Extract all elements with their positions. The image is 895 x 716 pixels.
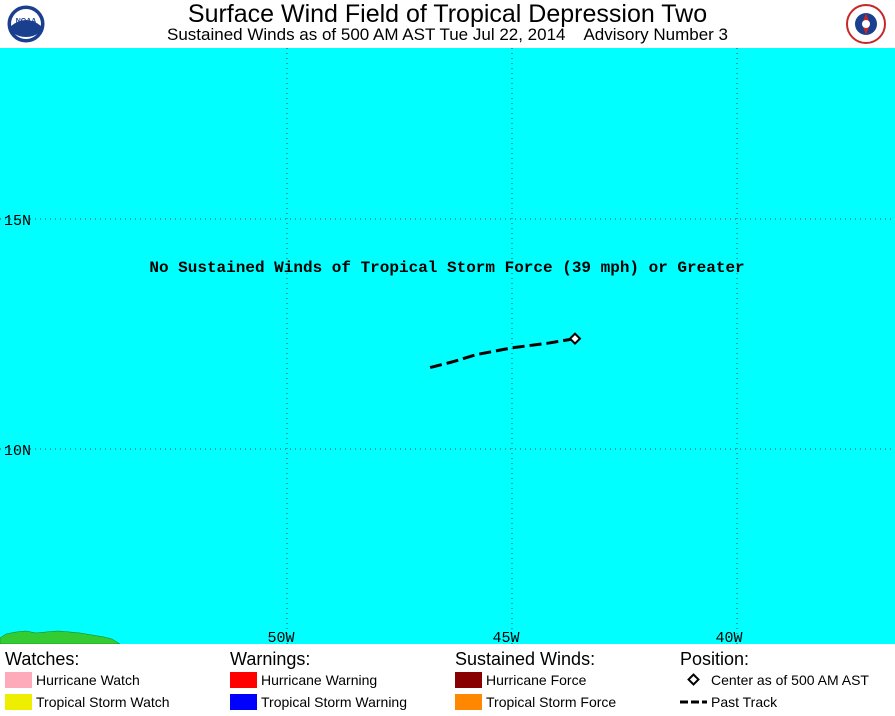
storm-center-marker [568,332,582,345]
no-winds-message: No Sustained Winds of Tropical Storm For… [149,259,744,277]
legend-hurricane-watch: Hurricane Watch [36,672,140,688]
legend-warnings-heading: Warnings: [230,649,311,669]
swatch-tropical-storm-force [455,694,482,710]
swatch-hurricane-warning [230,672,257,688]
diamond-icon [687,673,700,686]
ocean-area [0,48,895,644]
swatch-hurricane-force [455,672,482,688]
legend-tropical-storm-force: Tropical Storm Force [486,694,617,710]
legend-past-track: Past Track [711,694,778,710]
map-legend: Watches: Hurricane Watch Tropical Storm … [0,644,895,716]
land-lesser-antilles [0,630,121,644]
dashed-line-icon [680,700,707,704]
legend-position-heading: Position: [680,649,750,669]
swatch-tropical-storm-watch [5,694,32,710]
legend-hurricane-force: Hurricane Force [486,672,587,688]
nws-logo [846,4,886,44]
legend-tropical-storm-watch: Tropical Storm Watch [36,694,170,710]
page-subtitle: Sustained Winds as of 500 AM AST Tue Jul… [167,25,728,44]
lon-label-45w: 45W [492,630,519,644]
legend-center: Center as of 500 AM AST [711,672,869,688]
lon-label-50w: 50W [267,630,294,644]
graticule [0,48,895,644]
map-header: NOAA Surface Wind Field of Tropical Depr… [0,0,895,48]
lon-label-40w: 40W [715,630,742,644]
legend-tropical-storm-warning: Tropical Storm Warning [261,694,408,710]
lat-label-15n: 15N [4,213,31,230]
page-title: Surface Wind Field of Tropical Depressio… [187,0,708,28]
wind-field-map: 15N 10N 50W 45W 40W No Sustained Winds o… [0,48,895,644]
legend-winds-heading: Sustained Winds: [455,649,596,669]
noaa-logo: NOAA [6,4,46,44]
lat-label-10n: 10N [4,443,31,460]
legend-hurricane-warning: Hurricane Warning [261,672,378,688]
svg-text:NOAA: NOAA [16,18,37,25]
swatch-tropical-storm-warning [230,694,257,710]
swatch-hurricane-watch [5,672,32,688]
past-track-line [426,337,576,370]
legend-watches-heading: Watches: [5,649,80,669]
